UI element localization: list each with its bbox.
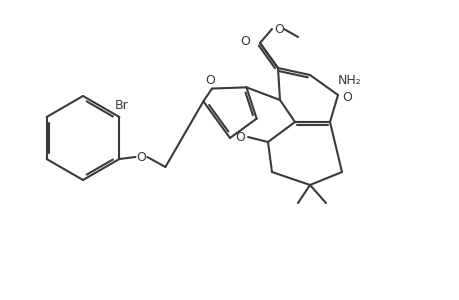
Text: O: O <box>235 130 244 143</box>
Text: NH₂: NH₂ <box>337 74 361 86</box>
Text: Br: Br <box>114 98 128 112</box>
Text: O: O <box>240 34 249 47</box>
Text: O: O <box>274 22 283 35</box>
Text: O: O <box>341 91 351 103</box>
Text: O: O <box>136 151 146 164</box>
Text: O: O <box>205 74 214 87</box>
